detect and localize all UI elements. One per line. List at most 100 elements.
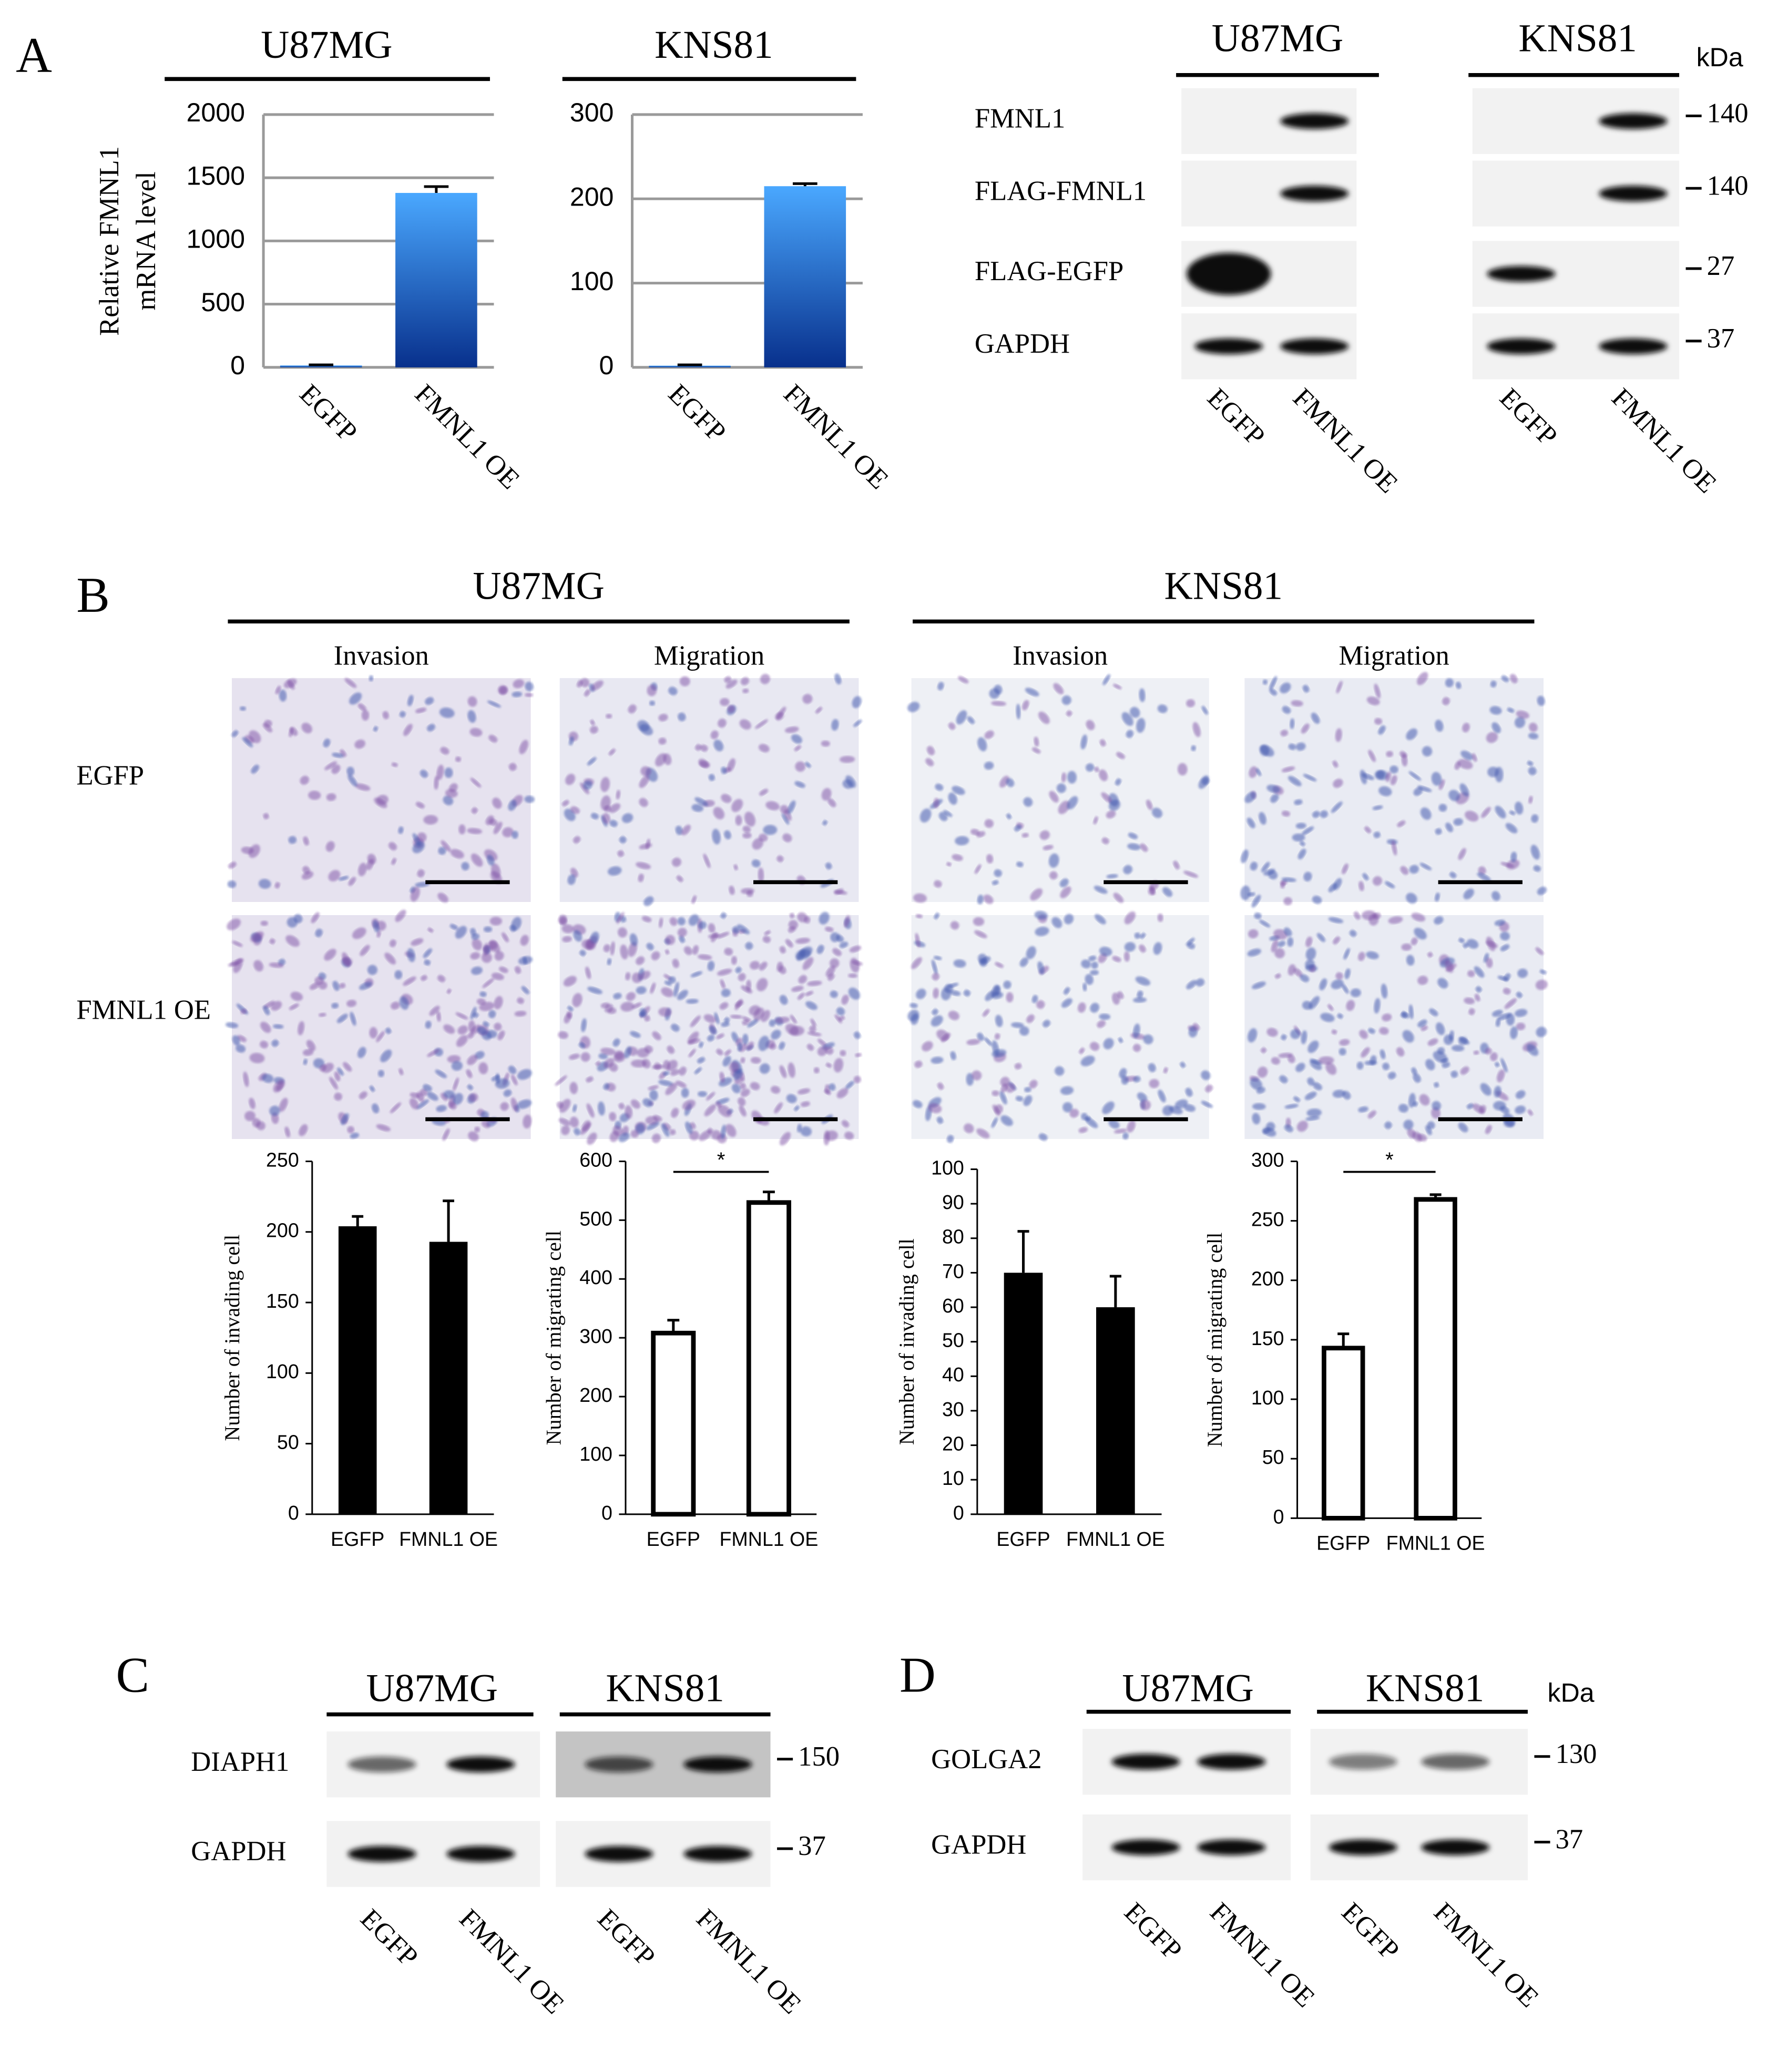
- cell: [718, 719, 727, 728]
- cell: [618, 1103, 625, 1110]
- cell: [407, 694, 414, 706]
- cell: [1515, 1009, 1528, 1017]
- cell: [658, 714, 668, 722]
- cell: [1378, 786, 1392, 796]
- cell: [467, 1084, 473, 1091]
- cell: [1509, 674, 1518, 684]
- cell: [915, 932, 921, 948]
- cell: [1468, 1008, 1475, 1016]
- cell: [429, 1006, 440, 1016]
- cell: [1528, 733, 1539, 740]
- cell: [741, 985, 753, 993]
- cell: [636, 956, 645, 965]
- cell: [704, 1104, 717, 1116]
- y-tick-label: 200: [579, 1384, 612, 1406]
- cell: [478, 1062, 488, 1074]
- cell: [262, 723, 273, 733]
- cell: [1248, 1028, 1258, 1043]
- cell: [1140, 1100, 1151, 1111]
- cell: [932, 1009, 938, 1016]
- cell: [952, 854, 963, 861]
- cell: [503, 1089, 512, 1097]
- cell: [403, 724, 413, 736]
- cell: [694, 1067, 702, 1074]
- cell: [474, 1126, 481, 1133]
- cell: [646, 838, 650, 849]
- cell: [1132, 997, 1147, 1003]
- cell: [734, 999, 743, 1010]
- cell: [1262, 679, 1268, 685]
- cell: [517, 1099, 532, 1109]
- cell: [1413, 1073, 1421, 1083]
- cell: [455, 1012, 468, 1020]
- cell: [1432, 1101, 1442, 1111]
- cell: [1506, 1013, 1515, 1026]
- y-tick-label: 2000: [187, 98, 245, 127]
- cell: [1491, 722, 1501, 734]
- cell: [1162, 887, 1173, 897]
- cell: [1419, 863, 1432, 870]
- group-title: KNS81: [1366, 1666, 1484, 1710]
- cell: [1445, 822, 1453, 833]
- cell: [1192, 1023, 1200, 1031]
- cell: [1333, 778, 1343, 788]
- cell: [511, 917, 522, 931]
- cell: [1163, 1067, 1168, 1074]
- cell: [1064, 987, 1070, 995]
- cell: [994, 1033, 1000, 1040]
- cell: [665, 935, 676, 945]
- y-axis-label: Number of invading cell: [220, 1235, 244, 1441]
- cell: [822, 820, 827, 826]
- blot-band: [348, 1756, 416, 1772]
- cell: [384, 952, 396, 965]
- cell: [1460, 751, 1474, 761]
- cell: [1413, 1101, 1418, 1107]
- cell: [492, 797, 502, 809]
- cell: [1113, 683, 1122, 690]
- cell: [625, 1105, 633, 1119]
- cell: [512, 691, 523, 697]
- error-bar: [443, 1199, 454, 1242]
- cell: [610, 941, 615, 956]
- cell: [907, 702, 920, 712]
- cell: [481, 952, 492, 963]
- cell: [1372, 805, 1383, 811]
- cell: [240, 1009, 247, 1014]
- y-tick-label: 100: [1251, 1387, 1284, 1409]
- y-tick-label: 60: [942, 1295, 964, 1317]
- cell: [559, 1099, 571, 1113]
- cell: [640, 971, 651, 980]
- cell: [639, 1008, 647, 1018]
- cell: [565, 774, 576, 785]
- cell: [984, 819, 994, 828]
- blot-band: [1197, 1753, 1266, 1770]
- cell: [1246, 817, 1255, 828]
- cell: [956, 710, 967, 725]
- group-title: U87MG: [366, 1666, 497, 1710]
- cell: [1281, 1034, 1287, 1041]
- cell: [679, 1066, 687, 1076]
- cell: [639, 724, 653, 736]
- cell: [952, 786, 965, 795]
- cell: [1146, 799, 1153, 811]
- cell: [471, 853, 483, 867]
- y-tick-label: 200: [570, 182, 614, 212]
- cell: [591, 680, 604, 691]
- cell: [1061, 998, 1072, 1008]
- cell: [337, 1067, 344, 1076]
- cell: [1043, 845, 1054, 850]
- row-label: GOLGA2: [931, 1744, 1041, 1774]
- cell: [816, 945, 824, 954]
- cell: [671, 1023, 680, 1032]
- cell: [742, 826, 751, 833]
- cell: [579, 950, 586, 957]
- cell: [606, 713, 612, 719]
- cell: [1177, 763, 1188, 776]
- cell: [703, 1014, 717, 1023]
- x-tick-label: FMNL1 OE: [778, 378, 894, 495]
- cell: [1271, 939, 1279, 952]
- cell: [661, 987, 674, 998]
- cell: [376, 795, 389, 805]
- cell: [1537, 695, 1545, 706]
- y-tick-label: 150: [1251, 1327, 1284, 1349]
